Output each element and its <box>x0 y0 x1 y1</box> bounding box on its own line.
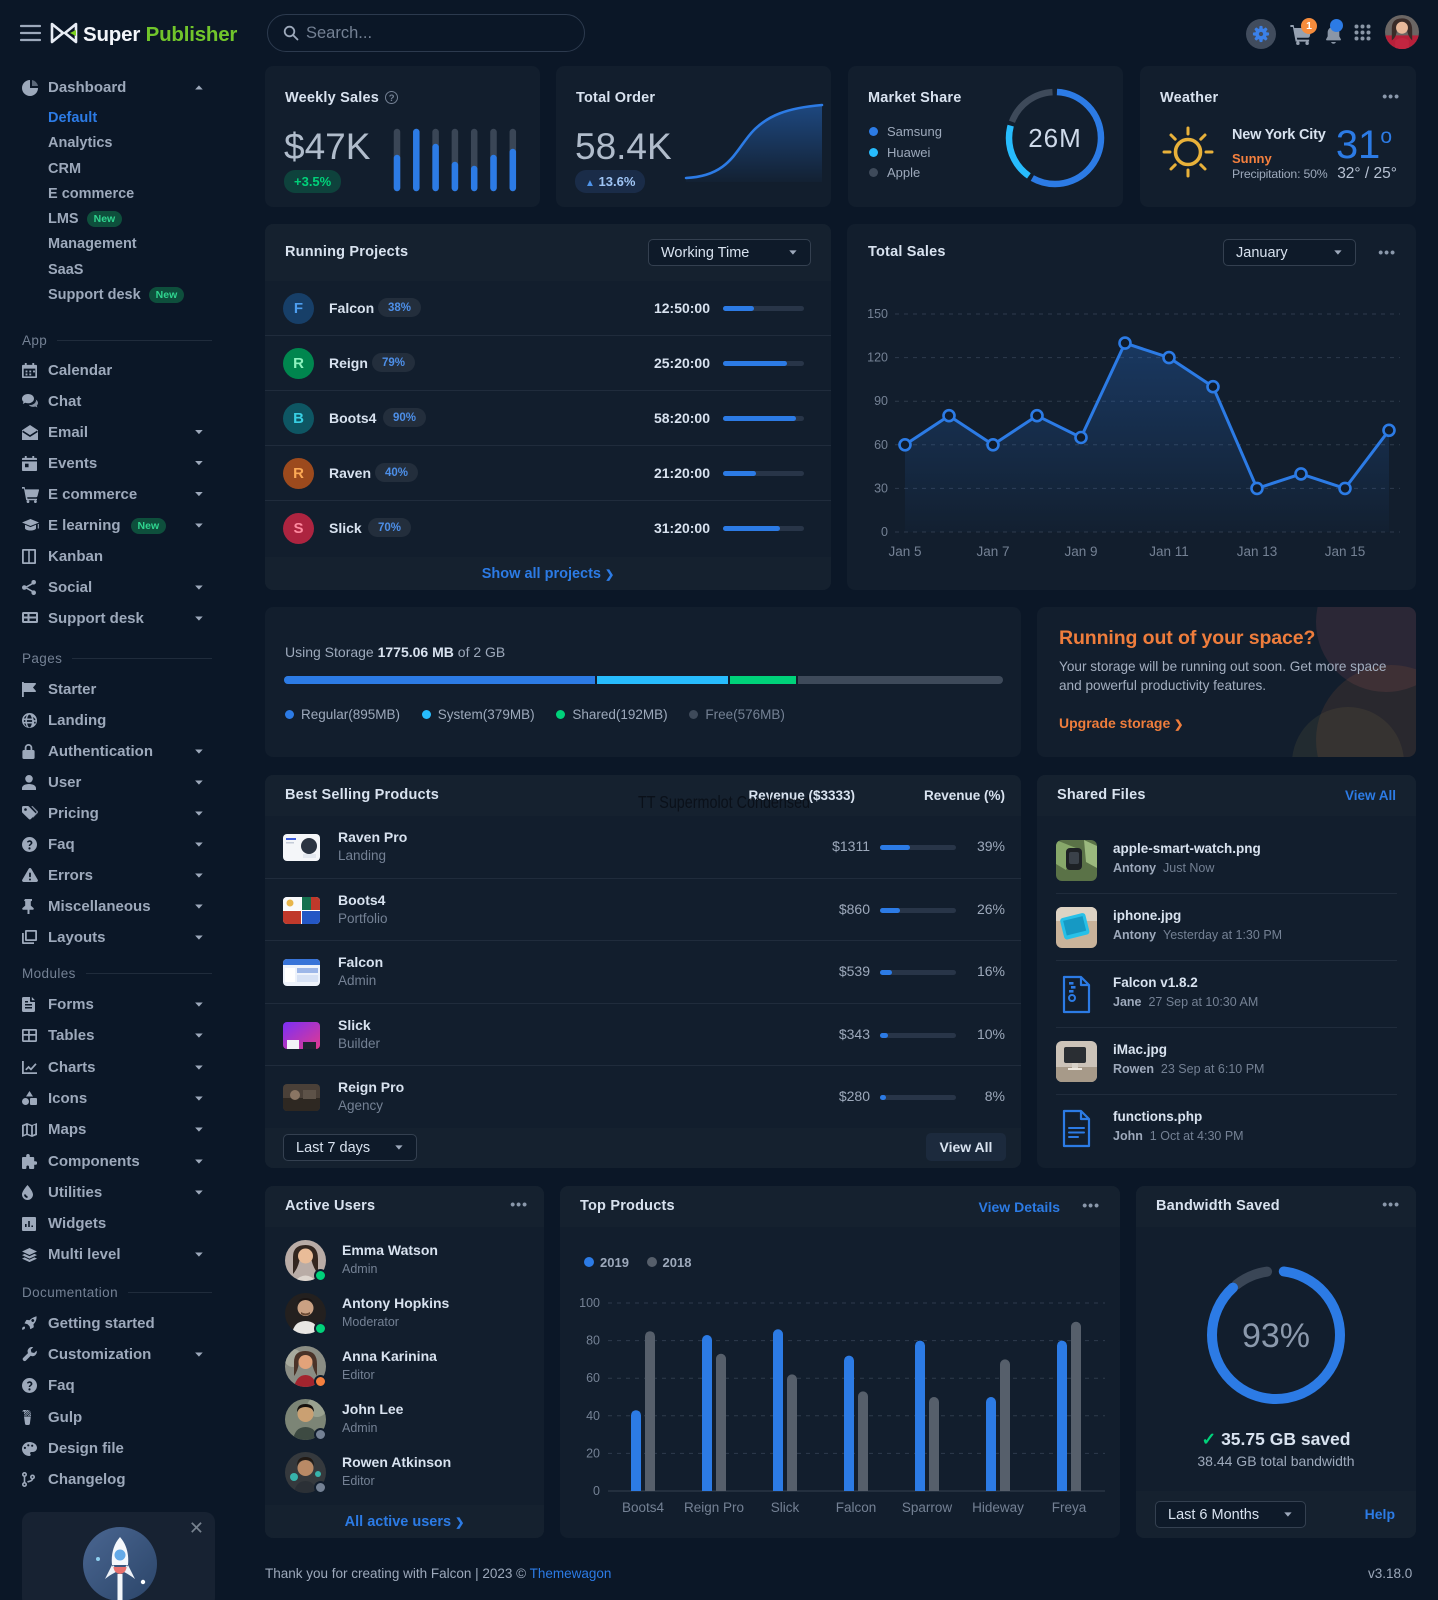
svg-text:0: 0 <box>593 1484 600 1498</box>
svg-text:90: 90 <box>874 394 888 408</box>
svg-text:30: 30 <box>874 481 888 495</box>
svg-text:Jan 13: Jan 13 <box>1237 544 1278 559</box>
svg-text:Jan 5: Jan 5 <box>888 544 921 559</box>
svg-text:Boots4: Boots4 <box>622 1500 665 1515</box>
svg-text:Slick: Slick <box>771 1500 800 1515</box>
svg-text:60: 60 <box>586 1371 600 1385</box>
svg-text:Sparrow: Sparrow <box>902 1500 953 1515</box>
svg-text:80: 80 <box>586 1334 600 1348</box>
svg-text:0: 0 <box>881 525 888 539</box>
svg-text:93%: 93% <box>1242 1317 1310 1355</box>
svg-text:100: 100 <box>579 1296 600 1310</box>
svg-text:40: 40 <box>586 1409 600 1423</box>
svg-text:Reign Pro: Reign Pro <box>684 1500 744 1515</box>
svg-text:Freya: Freya <box>1052 1500 1087 1515</box>
svg-text:20: 20 <box>586 1446 600 1460</box>
svg-text:Hideway: Hideway <box>972 1500 1024 1515</box>
svg-text:60: 60 <box>874 438 888 452</box>
svg-text:Jan 15: Jan 15 <box>1325 544 1366 559</box>
svg-text:120: 120 <box>867 351 888 365</box>
svg-text:26M: 26M <box>1028 123 1082 153</box>
svg-text:Jan 9: Jan 9 <box>1064 544 1097 559</box>
svg-text:Falcon: Falcon <box>836 1500 877 1515</box>
svg-text:150: 150 <box>867 307 888 321</box>
svg-text:Jan 11: Jan 11 <box>1149 544 1189 559</box>
svg-text:Jan 7: Jan 7 <box>976 544 1009 559</box>
